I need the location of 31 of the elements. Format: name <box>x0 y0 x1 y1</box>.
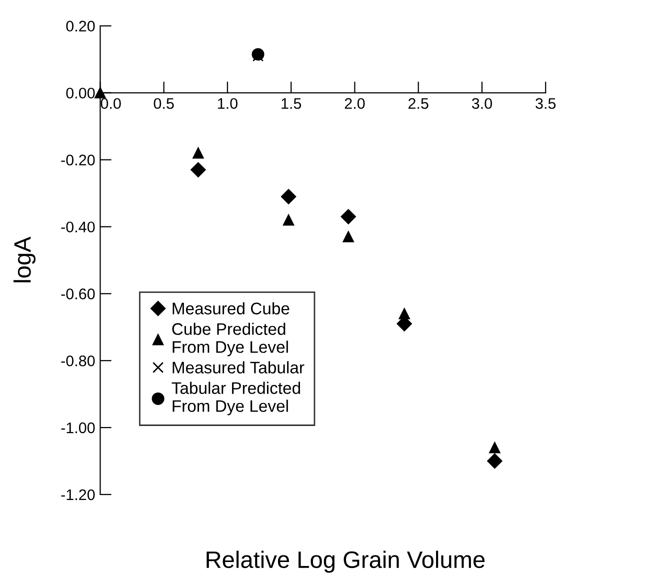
legend-label: Measured Cube <box>172 302 290 314</box>
y-tick-label: 0.00 <box>66 88 95 99</box>
legend-label: Measured Tabular <box>172 361 304 374</box>
point <box>487 453 502 469</box>
x-tick-label: 2.5 <box>408 98 428 109</box>
legend-label: Cube Predicted From Dye Level <box>172 322 288 356</box>
point <box>280 189 296 204</box>
x-tick-label: 3.0 <box>472 98 492 109</box>
x-tick-label: 1.0 <box>218 98 238 109</box>
x-tick-label: 1.5 <box>282 98 302 109</box>
y-tick-label: -0.20 <box>61 154 95 166</box>
y-tick-label: -0.60 <box>61 288 95 300</box>
x-tick-label: 3.5 <box>536 98 556 109</box>
y-tick-label: -1.20 <box>61 489 95 500</box>
y-tick-label: -1.00 <box>61 422 95 434</box>
point <box>398 308 410 320</box>
x-tick-label: 0.0 <box>100 98 121 109</box>
x-axis-title: Relative Log Grain Volume <box>206 550 485 573</box>
y-axis-title: logA <box>14 236 36 282</box>
point <box>340 209 356 224</box>
y-tick-label: -0.40 <box>61 222 95 232</box>
point <box>489 442 500 454</box>
x-tick-label: 2.0 <box>344 98 365 109</box>
point <box>190 162 206 178</box>
point <box>342 231 354 242</box>
y-tick-label: 0.20 <box>66 20 95 32</box>
x-tick-label: 0.5 <box>154 98 174 109</box>
legend-label: Tabular Predicted From Dye Level <box>172 382 300 416</box>
y-tick-label: -0.80 <box>61 355 95 366</box>
point <box>283 214 294 226</box>
point <box>192 148 204 159</box>
